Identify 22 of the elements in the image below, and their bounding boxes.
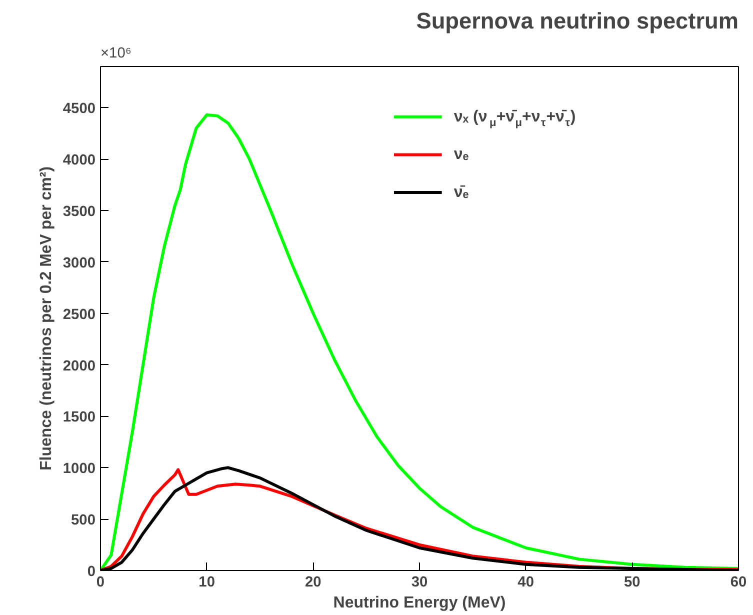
y-tick-label: 3000 — [62, 255, 96, 272]
y-tick-label: 500 — [71, 512, 96, 529]
y-axis-title: Fluence (neutrinos per 0.2 MeV per cm²) — [38, 166, 55, 471]
x-tick-label: 40 — [518, 574, 534, 590]
y-tick-label: 1000 — [62, 461, 96, 478]
text: ×10⁶ — [100, 46, 132, 62]
x-tick-label: 50 — [624, 574, 640, 590]
x-tick-label: 20 — [305, 574, 322, 590]
y-tick-label: 2000 — [62, 358, 96, 374]
y-tick-label: 0 — [87, 564, 96, 580]
x-axis-title: Neutrino Energy (MeV) — [333, 594, 506, 612]
x-tick-label: 30 — [411, 574, 428, 590]
y-tick-label: 4000 — [62, 152, 96, 169]
legend-label: ν̄ₑ — [454, 184, 469, 201]
chart-title: Supernova neutrino spectrum — [416, 8, 739, 34]
x-tick-label: 10 — [198, 574, 215, 590]
y-tick-label: 4500 — [62, 101, 96, 118]
y-tick-label: 1500 — [62, 410, 96, 426]
x-tick-label: 60 — [730, 574, 747, 590]
legend-label: νₑ — [454, 146, 469, 164]
y-tick-label: 3500 — [62, 204, 96, 220]
y-tick-label: 2500 — [62, 306, 96, 323]
